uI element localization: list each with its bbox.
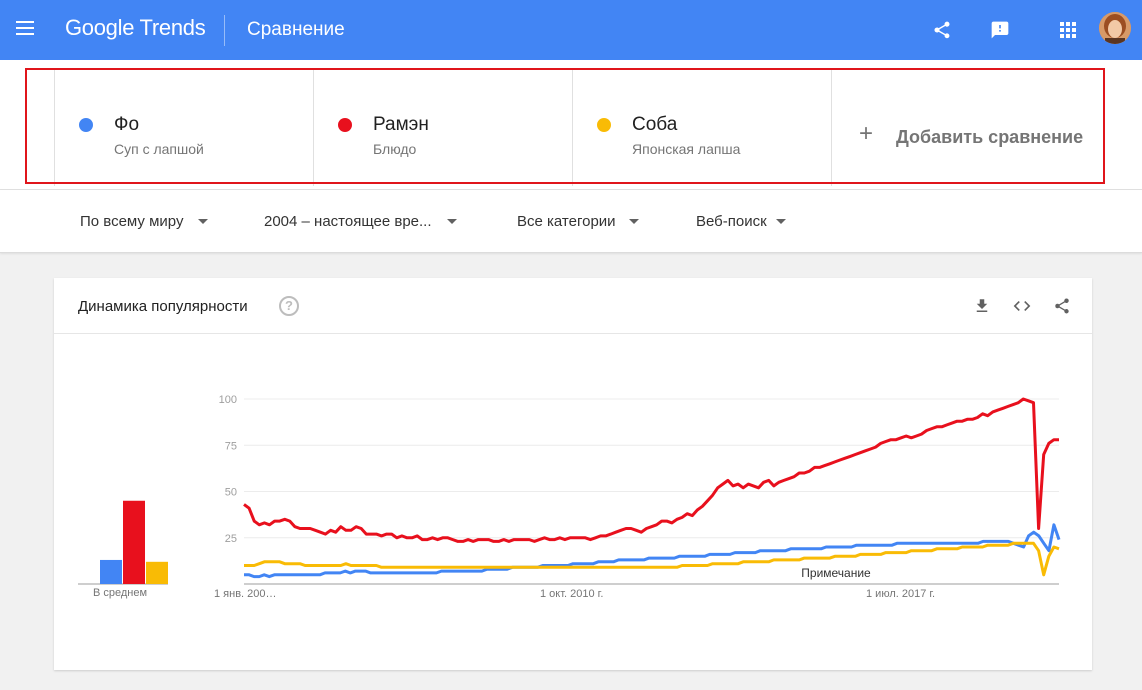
average-bar-Рамэн[interactable] [123, 500, 145, 584]
x-tick-label: 1 июл. 2017 г. [866, 588, 935, 600]
term-card-pho[interactable]: Фо Суп с лапшой [54, 70, 313, 186]
term-color-dot [338, 118, 352, 132]
trend-chart[interactable]: В среднем 100 75 50 25 1 янв. 200… 1 окт. 201… [54, 334, 1092, 670]
chart-annotation[interactable]: Примечание [801, 566, 871, 580]
term-card-ramen[interactable]: Рамэн Блюдо [313, 70, 572, 186]
add-comparison-button[interactable]: + Добавить сравнение [831, 70, 1101, 186]
category-dropdown-icon[interactable] [629, 219, 639, 224]
menu-icon[interactable] [16, 20, 36, 36]
embed-code-icon[interactable] [1009, 293, 1035, 319]
google-trends-logo[interactable]: Google Trends [65, 15, 206, 40]
account-avatar[interactable] [1099, 12, 1131, 44]
help-icon[interactable]: ? [279, 296, 299, 316]
x-tick-label: 1 янв. 200… [214, 588, 277, 600]
region-filter[interactable]: По всему миру [80, 213, 184, 230]
add-comparison-label: Добавить сравнение [896, 127, 1084, 147]
interest-over-time-card: Динамика популярности ? В среднем 100 75 5… [54, 278, 1092, 670]
card-divider [54, 333, 1092, 334]
plus-icon: + [859, 120, 874, 147]
term-name: Фо [114, 114, 140, 135]
y-tick-label: 100 [219, 394, 237, 406]
average-label: В среднем [93, 587, 147, 599]
term-name: Рамэн [373, 114, 429, 135]
category-filter[interactable]: Все категории [517, 213, 616, 230]
y-tick-label: 25 [225, 533, 237, 545]
series-line-Соба[interactable] [244, 541, 1060, 577]
chart-lines [243, 397, 1061, 579]
term-name: Соба [632, 114, 678, 135]
filter-bar: По всему миру 2004 – настоящее вре... Вс… [0, 190, 1142, 253]
y-tick-label: 75 [225, 440, 237, 452]
feedback-icon[interactable] [984, 14, 1016, 46]
term-color-dot [79, 118, 93, 132]
share-chart-icon[interactable] [1049, 293, 1075, 319]
average-bars [78, 500, 168, 585]
x-tick-label: 1 окт. 2010 г. [540, 588, 603, 600]
term-description: Японская лапша [632, 141, 741, 157]
download-csv-icon[interactable] [969, 293, 995, 319]
series-line-Рамэн[interactable] [243, 397, 1059, 543]
compare-terms-bar: Фо Суп с лапшой Рамэн Блюдо Соба Японска… [0, 60, 1142, 190]
share-icon[interactable] [926, 14, 958, 46]
average-bar-Фо[interactable] [100, 559, 122, 584]
period-dropdown-icon[interactable] [447, 219, 457, 224]
average-bar-Соба[interactable] [146, 561, 168, 584]
term-card-soba[interactable]: Соба Японская лапша [572, 70, 831, 186]
y-tick-label: 50 [225, 487, 237, 499]
app-bar: Google Trends Сравнение [0, 0, 1142, 60]
apps-grid-icon[interactable] [1052, 14, 1084, 46]
term-description: Блюдо [373, 141, 417, 157]
page-title: Сравнение [247, 19, 345, 40]
term-description: Суп с лапшой [114, 141, 204, 157]
search-type-filter[interactable]: Веб-поиск [696, 213, 767, 230]
card-title: Динамика популярности [78, 298, 248, 315]
chart-grid: 100 75 50 25 1 янв. 200… 1 окт. 2010 г. 1 июл.… [214, 394, 1059, 600]
period-filter[interactable]: 2004 – настоящее вре... [264, 213, 432, 230]
term-color-dot [597, 118, 611, 132]
region-dropdown-icon[interactable] [198, 219, 208, 224]
header-divider [224, 15, 225, 46]
series-line-Фо[interactable] [244, 523, 1061, 579]
search-type-dropdown-icon[interactable] [776, 219, 786, 224]
